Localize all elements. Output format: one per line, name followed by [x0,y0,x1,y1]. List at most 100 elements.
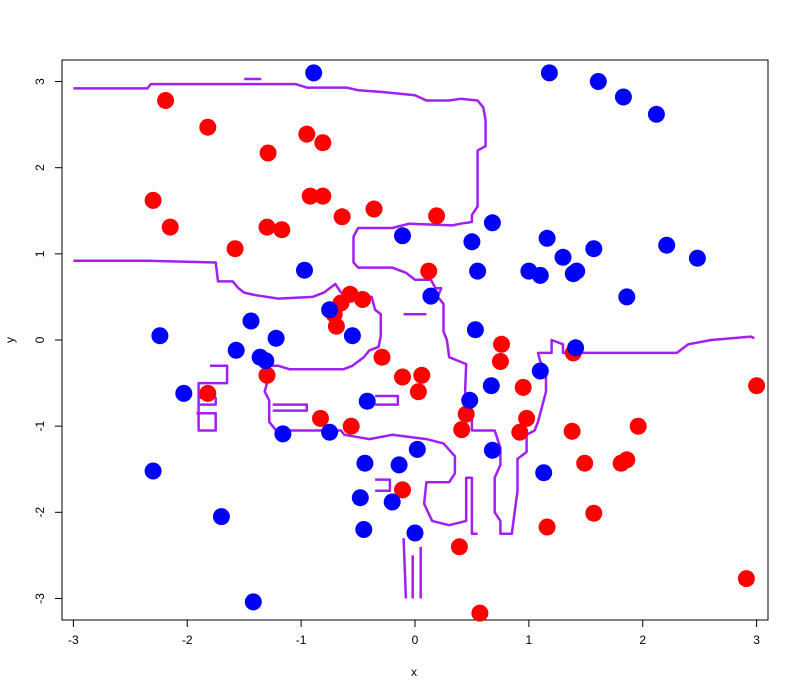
point-1-48 [406,524,424,542]
point-0-11 [333,208,351,226]
point-0-14 [226,240,244,258]
point-1-38 [408,440,426,458]
point-0-20 [327,317,345,335]
x-tick-label-2: 2 [639,633,646,647]
boundary-segment-1 [73,259,478,536]
point-0-27 [394,368,411,386]
y-tick-label-1: 1 [33,250,47,257]
point-0-2 [298,125,316,143]
point-0-12 [365,200,383,218]
point-0-31 [514,378,532,396]
point-1-24 [242,312,260,330]
point-1-1 [540,64,558,82]
x-tick-label-3: 3 [753,633,760,647]
x-axis: -3 -2 -1 0 1 2 3 [68,620,760,647]
point-1-16 [568,262,586,280]
point-1-25 [267,329,285,347]
point-0-30 [409,383,427,401]
point-1-44 [351,489,369,507]
x-axis-label: x [411,665,417,679]
point-1-9 [585,240,603,258]
x-tick-label-1: 1 [526,633,533,647]
point-1-18 [296,261,313,279]
y-axis-label: y [3,337,17,343]
point-0-37 [511,423,529,441]
point-1-8 [538,229,556,247]
point-0-23 [491,353,509,370]
point-1-10 [658,236,676,254]
point-0-28 [413,366,431,384]
point-0-6 [301,187,319,205]
point-1-37 [321,423,339,441]
y-tick-label-0: 0 [33,336,47,343]
y-tick-label--3: -3 [33,593,47,604]
point-1-47 [355,521,373,538]
point-0-17 [354,291,372,308]
point-0-46 [450,538,468,556]
y-axis: -3 -2 -1 0 1 2 3 [33,78,62,604]
boundary-segment-8 [375,478,392,493]
point-0-3 [314,134,332,152]
point-0-5 [144,191,162,209]
point-0-8 [161,218,179,236]
point-0-4 [259,144,277,162]
point-1-20 [422,287,440,305]
point-1-31 [531,362,549,380]
point-0-13 [428,207,446,225]
point-1-28 [257,352,275,370]
x-tick-label--1: -1 [296,633,307,647]
point-0-47 [737,570,755,588]
point-0-25 [748,377,766,395]
point-0-36 [453,421,471,439]
point-1-42 [535,464,553,482]
point-1-49 [244,593,262,611]
point-0-29 [199,384,217,402]
x-tick-label--2: -2 [182,633,193,647]
point-0-40 [576,454,594,472]
point-1-12 [554,248,572,266]
point-1-3 [614,88,632,106]
data-points [144,64,766,622]
point-1-34 [358,392,376,410]
y-tick-label--2: -2 [33,507,47,518]
point-1-36 [274,425,292,443]
point-1-22 [343,327,361,345]
boundary-segment-2 [196,364,229,432]
point-1-45 [383,493,401,511]
point-1-7 [463,233,481,251]
point-1-17 [469,262,487,280]
point-1-32 [482,377,500,395]
boundary-segment-3 [272,403,309,412]
point-0-44 [585,504,603,522]
point-0-10 [273,221,291,239]
point-0-21 [373,348,391,366]
point-0-0 [157,92,175,109]
point-1-33 [175,384,193,402]
point-1-21 [321,301,339,319]
point-0-26 [258,366,276,384]
point-1-11 [688,249,706,267]
y-tick-label-2: 2 [33,164,47,171]
point-1-40 [356,454,374,472]
point-1-2 [589,73,607,90]
point-1-41 [390,456,408,474]
point-0-48 [471,604,489,622]
y-tick-label--1: -1 [33,420,47,431]
point-1-6 [483,214,501,232]
point-1-35 [461,391,479,409]
point-1-5 [394,227,411,245]
point-0-15 [420,262,438,280]
point-1-30 [567,339,585,357]
point-0-7 [314,187,332,205]
point-0-34 [342,417,360,435]
point-1-46 [212,508,230,526]
x-tick-label--3: -3 [68,633,79,647]
point-1-29 [466,321,484,339]
boundary-segment-0 [73,82,755,536]
point-1-39 [483,441,501,459]
point-0-38 [563,422,581,440]
point-0-35 [518,409,536,427]
point-0-9 [258,218,276,236]
point-0-42 [618,451,636,469]
